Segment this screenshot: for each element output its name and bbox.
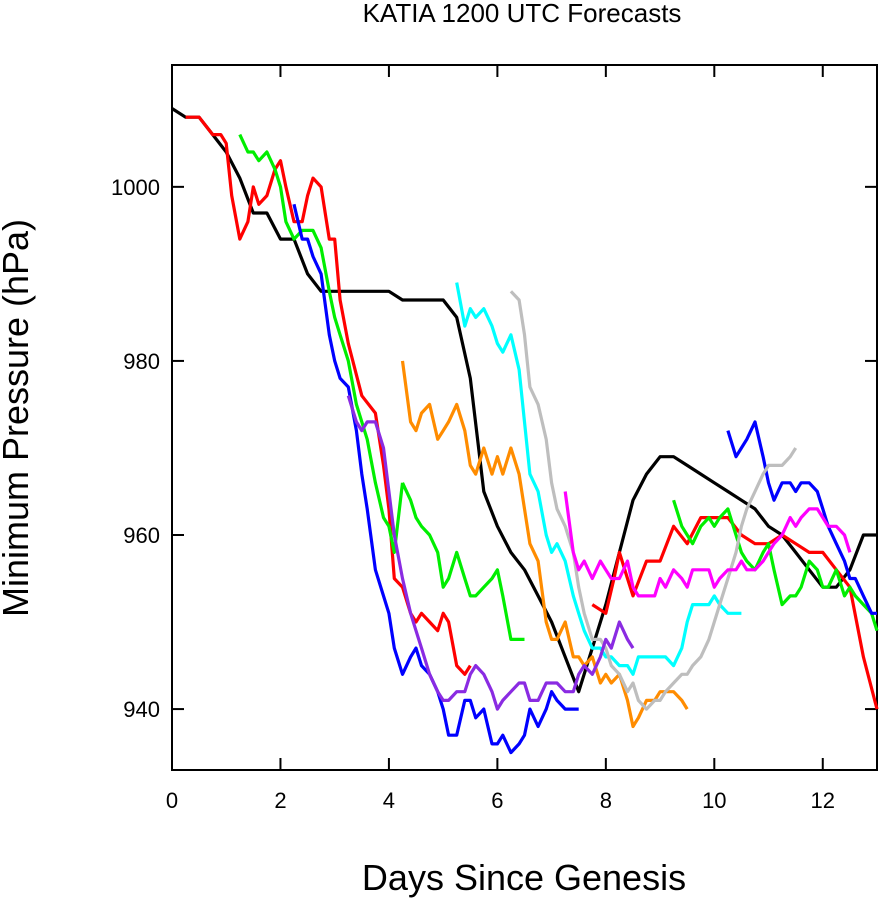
y-axis-label: Minimum Pressure (hPa) [0, 219, 36, 617]
forecast-series-line [185, 115, 472, 676]
x-tick-label: 12 [811, 788, 835, 813]
plot-frame [171, 64, 878, 771]
forecast-series-line [726, 420, 877, 615]
forecast-series-line [292, 203, 579, 755]
series-lines [171, 107, 879, 755]
y-tick-label: 980 [123, 349, 160, 374]
x-tick-label: 4 [383, 788, 395, 813]
y-tick-label: 940 [123, 697, 160, 722]
chart-title: KATIA 1200 UTC Forecasts [363, 0, 682, 28]
forecast-series-line [401, 482, 525, 642]
y-tick-label: 1000 [111, 175, 160, 200]
forecast-series-line [455, 282, 742, 676]
forecast-series-line [672, 499, 879, 632]
x-tick-label: 0 [166, 788, 178, 813]
x-tick-label: 8 [600, 788, 612, 813]
forecast-series-line [509, 290, 798, 711]
forecast-series-line [238, 133, 405, 555]
y-tick-label: 960 [123, 523, 160, 548]
forecast-series-line [563, 491, 852, 598]
x-tick-label: 6 [491, 788, 503, 813]
forecast-series-line [171, 107, 877, 694]
forecast-series-line [346, 395, 635, 711]
axis-ticks: 0 2 4 6 8 10 12 940 960 980 1000 [111, 65, 877, 813]
x-axis-label: Days Since Genesis [362, 857, 686, 898]
x-tick-label: 2 [274, 788, 286, 813]
x-tick-label: 10 [702, 788, 726, 813]
forecast-series-line [400, 360, 689, 729]
